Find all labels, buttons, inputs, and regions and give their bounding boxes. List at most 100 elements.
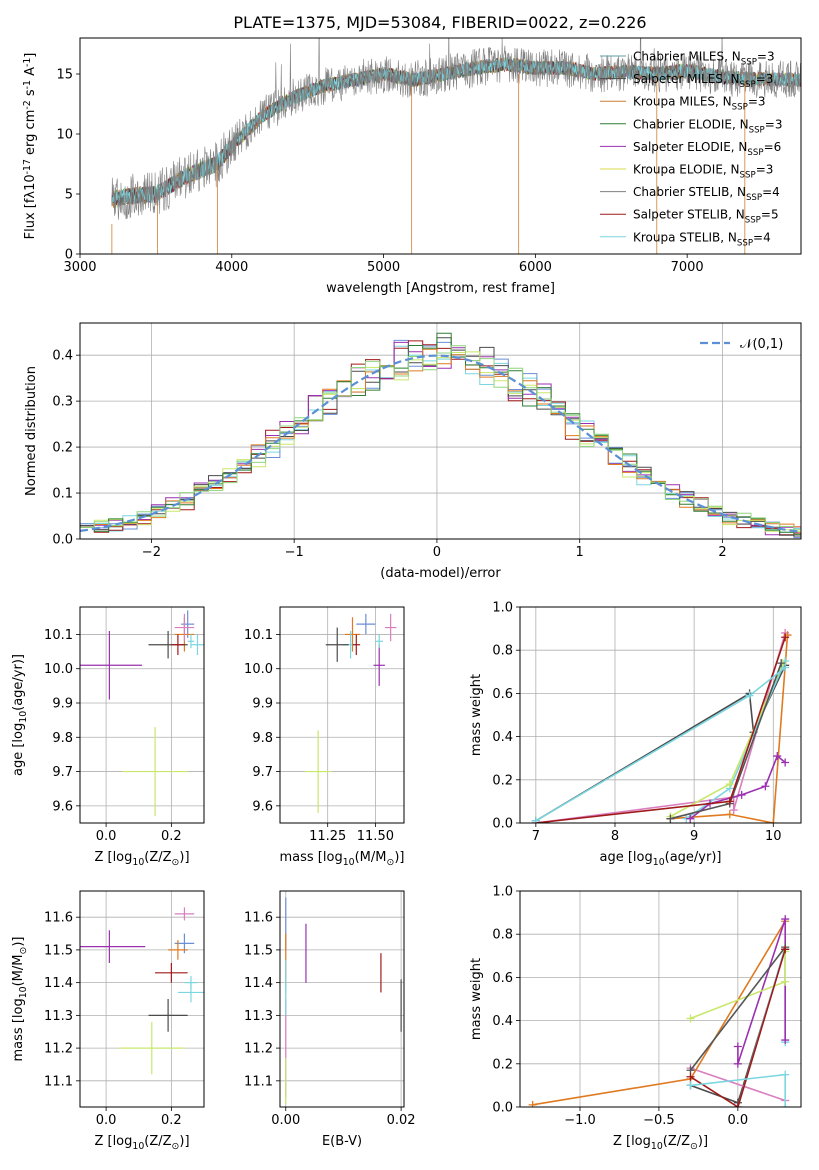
y-tick-label: 11.1 — [244, 1074, 273, 1089]
y-tick-label: 0.4 — [52, 349, 73, 364]
y-tick-label: 11.5 — [44, 943, 73, 958]
error-bar-point — [148, 999, 188, 1032]
plot-area — [80, 907, 204, 1075]
y-tick-label: 0.6 — [492, 687, 513, 702]
y-tick-label: 11.4 — [44, 976, 73, 991]
spectrum-panel: 3000 4000 5000 6000 7000 0 5 10 15 wavelength [An… — [22, 37, 802, 296]
y-tick-label: 9.6 — [52, 799, 73, 814]
error-bar-point — [375, 634, 384, 649]
y-tick-label: 10.1 — [44, 628, 73, 643]
mass-weight-marker — [531, 816, 540, 823]
error-bar-point — [384, 613, 397, 642]
x-axis-label: (data-model)/error — [380, 566, 501, 581]
y-tick-label: 0.6 — [492, 971, 513, 986]
mass-weight-series — [690, 1067, 786, 1102]
mass-weight-marker — [745, 691, 754, 700]
x-tick-label: −0.5 — [643, 1113, 675, 1128]
y-tick-label: 0.4 — [492, 1014, 513, 1029]
y-tick-label: 0.0 — [492, 817, 513, 832]
y-tick-label: 0.8 — [492, 644, 513, 659]
x-axis-label: age [log10(age/yr)] — [600, 850, 722, 868]
mass-weight-marker — [733, 1103, 742, 1107]
age-vs-mass-panel: 11.25 11.50 9.6 9.7 9.8 9.9 10.0 10.1 mass [log1… — [244, 606, 405, 868]
residual-histogram-panel: −2 −1 0 1 2 0.0 0.1 0.2 0.3 0.4 (data-model)/error… — [24, 322, 802, 581]
x-tick-label: 7 — [532, 829, 540, 844]
y-tick-label: 0.2 — [492, 773, 513, 788]
plot-area — [528, 915, 790, 1107]
plot-area — [304, 613, 397, 813]
mass-weight-series — [670, 635, 789, 823]
mass-weight-series — [670, 662, 782, 820]
mass-weight-marker — [729, 806, 738, 815]
mass-weight-marker — [769, 819, 778, 823]
mass-weight-marker — [686, 1072, 695, 1081]
error-bar-point — [352, 634, 361, 655]
age-vs-metallicity-panel: 0.0 0.2 9.6 9.7 9.8 9.9 10.0 10.1 Z [log10(Z/Z⊙)… — [11, 606, 205, 868]
legend-label: 𝒩(0,1) — [740, 337, 783, 352]
error-bar-point — [304, 730, 332, 813]
mass-weight-marker — [733, 1059, 742, 1068]
x-tick-label: 8 — [611, 829, 619, 844]
y-tick-label: 9.8 — [252, 731, 273, 746]
error-bar-point — [174, 613, 195, 642]
error-bar-point — [168, 940, 188, 960]
y-tick-label: 10.0 — [44, 662, 73, 677]
legend-label: Kroupa ELODIE, NSSP=3 — [633, 163, 773, 181]
error-bar-point — [80, 930, 146, 963]
x-tick-label: 0.0 — [728, 1113, 749, 1128]
mass-weight-vs-metallicity-panel: −1.0 −0.5 0.0 0.0 0.2 0.4 0.6 0.8 1.0 Z [log10(Z/… — [469, 885, 802, 1152]
mass-weight-marker — [725, 780, 734, 789]
x-tick-label: 11.25 — [309, 829, 346, 844]
legend-label: Chabrier MILES, NSSP=3 — [633, 50, 775, 68]
figure-title: PLATE=1375, MJD=53084, FIBERID=0022, z=0… — [233, 13, 646, 32]
y-axis-label: age [log10(age/yr)] — [11, 654, 29, 776]
legend-label: Salpeter ELODIE, NSSP=6 — [633, 140, 781, 158]
spectrum-line — [111, 38, 801, 220]
y-tick-label: 0.8 — [492, 928, 513, 943]
x-tick-label: 3000 — [63, 260, 96, 275]
mass-weight-marker — [781, 977, 790, 986]
y-tick-label: 9.6 — [252, 799, 273, 814]
mass-weight-marker — [781, 633, 790, 642]
axes-frame — [79, 890, 205, 1108]
mass-weight-series — [690, 949, 786, 1107]
x-tick-label: 9 — [690, 829, 698, 844]
y-axis-label: Flux [fλ10-17 erg cm-2 s-1 A-1] — [22, 53, 38, 240]
y-tick-label: 11.3 — [244, 1009, 273, 1024]
y-tick-label: 0.0 — [52, 533, 73, 548]
error-bar-point — [184, 976, 198, 990]
y-tick-label: 0.3 — [52, 395, 73, 410]
error-bar-point — [187, 634, 195, 649]
y-tick-label: 9.7 — [52, 765, 73, 780]
y-tick-label: 1.0 — [492, 601, 513, 616]
y-tick-label: 0.1 — [52, 487, 73, 502]
plot-area — [531, 628, 792, 823]
y-tick-label: 9.7 — [252, 765, 273, 780]
x-tick-label: 11.50 — [357, 829, 394, 844]
legend-label: Salpeter STELIB, NSSP=5 — [633, 208, 779, 226]
mass-weight-marker — [781, 663, 790, 672]
plot-area — [111, 38, 801, 254]
y-tick-label: 9.9 — [252, 697, 273, 712]
axes-frame — [279, 890, 405, 1108]
mass-weight-marker — [781, 945, 790, 954]
plot-area — [80, 610, 204, 817]
axes-frame — [279, 606, 405, 824]
legend-label: Salpeter MILES, NSSP=3 — [633, 72, 773, 90]
x-tick-label: 0.0 — [96, 1113, 117, 1128]
mass-weight-marker — [528, 1100, 537, 1107]
mass-weight-marker — [733, 1042, 742, 1051]
x-tick-label: 0.2 — [161, 1113, 182, 1128]
x-axis-label: Z [log10(Z/Z⊙)] — [613, 1134, 708, 1152]
error-bar-point — [373, 644, 385, 686]
x-tick-label: 7000 — [671, 260, 704, 275]
mass-weight-series — [535, 632, 786, 823]
x-tick-label: 0.2 — [161, 829, 182, 844]
mass-weight-marker — [737, 790, 746, 799]
mass-weight-marker — [666, 814, 675, 823]
y-tick-label: 5 — [65, 188, 73, 203]
plot-area — [80, 332, 801, 539]
y-tick-label: 9.8 — [52, 731, 73, 746]
error-bar-point — [325, 627, 349, 662]
error-bar-point — [174, 907, 195, 921]
